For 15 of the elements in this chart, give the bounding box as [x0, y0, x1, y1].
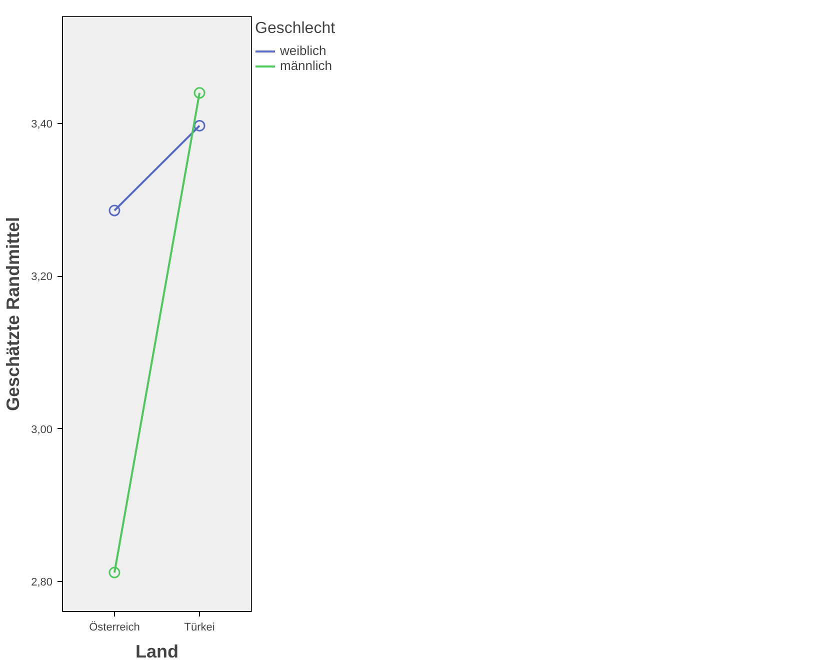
- point: [194, 120, 206, 132]
- y-tick-label: 3,20: [31, 271, 53, 284]
- x-tick-label: Türkei: [184, 622, 215, 634]
- point: [194, 87, 206, 99]
- y-axis-title: Geschätzte Randmittel: [3, 216, 24, 412]
- legend-label: weiblich: [280, 43, 326, 58]
- x-axis-title: Land: [136, 642, 178, 662]
- legend-label: männlich: [280, 58, 332, 73]
- point: [108, 204, 120, 216]
- y-tick-label: 3,40: [31, 118, 53, 130]
- legend-title: Geschlecht: [255, 20, 336, 38]
- point: [108, 566, 120, 578]
- y-tick-label: 2,80: [31, 576, 53, 589]
- y-tick-label: 3,00: [31, 424, 53, 436]
- x-tick-label: Österreich: [89, 620, 140, 634]
